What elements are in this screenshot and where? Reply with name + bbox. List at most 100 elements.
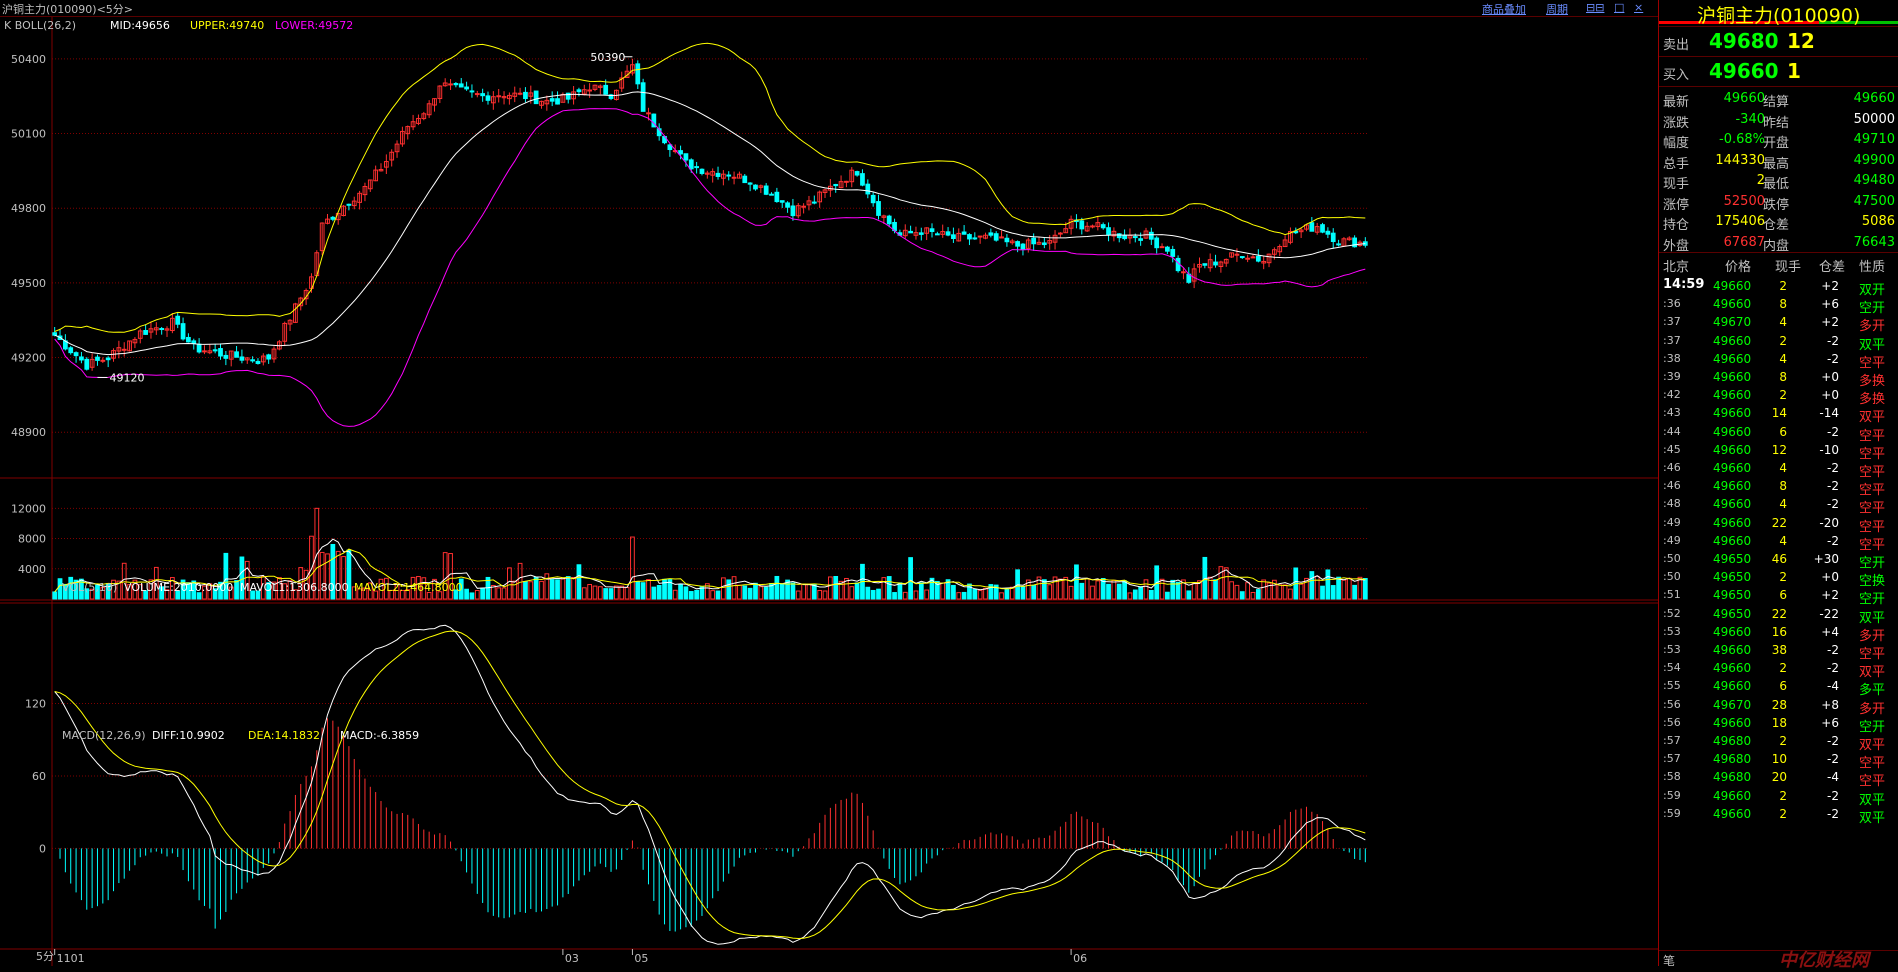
tick-volume: 2 [1779,661,1787,676]
maximize-button[interactable]: □ [1614,1,1625,14]
tick-time: :53 [1663,643,1681,656]
price-tick-label: 50100 [11,128,46,141]
tick-oi-change: -14 [1819,406,1839,421]
volume-bar [373,590,379,600]
stat-value: 2 [1756,173,1765,188]
candle-body [769,193,774,196]
volume-bar [1239,591,1245,600]
tick-type: 双平 [1859,337,1886,353]
macd-diff-label: DIFF:10.9902 [152,729,225,742]
tick-row[interactable]: :37 49670 4 +2 多开 [1659,311,1898,334]
volume-bar [544,573,550,600]
tick-row[interactable]: :45 49660 12 -10 空平 [1659,439,1898,462]
candle-body [191,340,197,344]
tick-row[interactable]: :59 49660 2 -2 双平 [1659,785,1898,808]
volume-bar [902,591,908,600]
volume-bar [892,592,897,600]
period-button[interactable]: 周期 [1546,3,1568,16]
tick-row[interactable]: :51 49650 6 +2 空开 [1659,584,1898,607]
tick-row[interactable]: :59 49660 2 -2 双平 [1659,803,1898,826]
sell-label: 卖出 [1663,38,1690,53]
candle-body [635,63,641,85]
tick-row[interactable]: :52 49650 22 -22 双平 [1659,603,1898,626]
tick-header-volume: 现手 [1775,260,1802,275]
candle-body [785,202,790,208]
tick-row[interactable]: :58 49680 20 -4 空平 [1659,766,1898,789]
tick-oi-change: -2 [1827,661,1839,676]
stat-value: 49710 [1853,132,1895,147]
x-tick-label: 06 [1073,952,1087,965]
x-tick-label: 03 [565,952,579,965]
tick-row[interactable]: :39 49660 8 +0 多换 [1659,366,1898,389]
tick-row[interactable]: :36 49660 8 +6 空开 [1659,293,1898,316]
tick-row[interactable]: :49 49660 4 -2 空平 [1659,530,1898,553]
volume-bar [57,578,63,600]
candle-body [127,340,132,352]
tick-volume: 2 [1779,806,1787,821]
tick-row[interactable]: :56 49670 28 +8 多开 [1659,694,1898,717]
tick-type: 空平 [1859,647,1886,662]
tick-row[interactable]: :54 49660 2 -2 双平 [1659,657,1898,680]
volume-bar [737,584,742,600]
tick-row[interactable]: :53 49660 16 +4 多开 [1659,621,1898,644]
tick-row[interactable]: :38 49660 4 -2 空平 [1659,348,1898,371]
tick-row[interactable]: :50 49650 46 +30 空开 [1659,548,1898,571]
volume-bar [287,580,293,600]
tick-row[interactable]: 14:59 49660 2 +2 双开 [1659,275,1898,298]
tick-row[interactable]: :56 49660 18 +6 空开 [1659,712,1898,735]
candle-body [448,83,453,86]
layout-button[interactable]: ⊟⊟ [1586,1,1605,14]
candle-body [164,328,170,331]
volume-bar [164,589,170,600]
tick-row[interactable]: :57 49680 10 -2 空平 [1659,748,1898,771]
volume-bar [672,589,678,600]
low-annotation: 49120 [109,371,144,384]
volume-bar [1288,588,1293,600]
tick-row[interactable]: :49 49660 22 -20 空平 [1659,512,1898,535]
tick-row[interactable]: :44 49660 6 -2 空平 [1659,421,1898,444]
volume-bar [244,560,250,600]
candle-body [1336,243,1341,246]
tick-row[interactable]: :42 49660 2 +0 多换 [1659,384,1898,407]
tick-row[interactable]: :43 49660 14 -14 双平 [1659,402,1898,425]
volume-bar [309,535,314,600]
overlay-commodity-button[interactable]: 商品叠加 [1482,3,1526,16]
tick-row[interactable]: :55 49660 6 -4 多平 [1659,675,1898,698]
candle-body [1229,252,1234,258]
tick-row[interactable]: :46 49660 8 -2 空平 [1659,475,1898,498]
candle-body [330,216,336,220]
volume-bar [1341,579,1347,600]
candle-body [1116,233,1122,239]
volume-bar [1325,569,1331,600]
candle-body [116,347,122,352]
candle-body [1298,229,1304,233]
close-button[interactable]: × [1634,1,1644,14]
tick-type: 空平 [1859,355,1886,371]
tick-row[interactable]: :37 49660 2 -2 双平 [1659,330,1898,353]
candle-body [817,191,823,203]
tick-time: :59 [1663,806,1681,820]
tick-row[interactable]: :50 49650 2 +0 空换 [1659,566,1898,589]
tick-type: 空平 [1859,483,1886,499]
tab-ticks[interactable]: 笔 [1663,954,1676,968]
candle-body [383,161,389,168]
candle-body [458,83,464,88]
macd-tick-label: 60 [32,770,46,783]
macd-tick-label: 120 [25,698,46,711]
candle-body [940,231,946,235]
volume-bar [383,577,389,600]
stat-label: 内盘 [1763,238,1790,254]
kline-chart[interactable]: K BOLL(26,2) MID:49656 UPPER:49740 LOWER… [0,17,1658,966]
volume-bar [945,579,951,600]
volume-bar [1020,586,1026,600]
tick-oi-change: +2 [1821,588,1839,603]
volume-bar [967,583,972,600]
tick-row[interactable]: :48 49660 4 -2 空平 [1659,493,1898,516]
tick-oi-change: -2 [1827,533,1839,548]
volume-value-label: VOLUME:2010.0000 [124,581,233,594]
candle-body [1036,241,1042,245]
stat-value: 52500 [1723,193,1765,209]
tick-row[interactable]: :53 49660 38 -2 空平 [1659,639,1898,662]
tick-row[interactable]: :57 49680 2 -2 双平 [1659,730,1898,753]
tick-row[interactable]: :46 49660 4 -2 空平 [1659,457,1898,480]
